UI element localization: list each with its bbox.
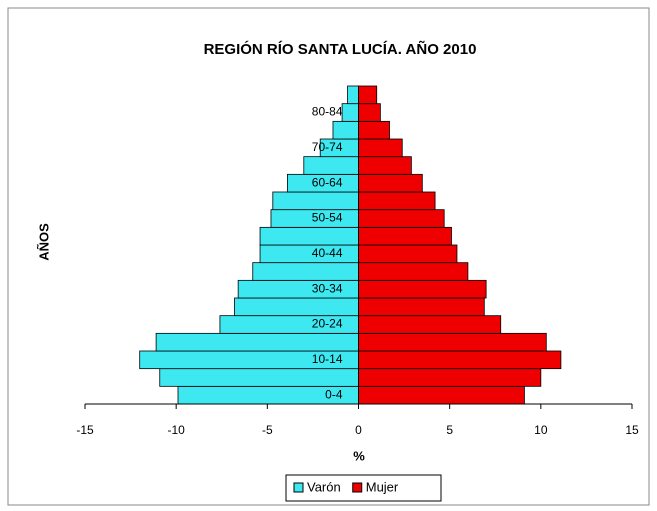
legend-box (285, 474, 442, 502)
bar (358, 297, 485, 317)
bar (358, 226, 452, 246)
y-tick-label: 10-14 (312, 352, 343, 366)
bar (347, 85, 359, 105)
chart-title: REGIÓN RÍO SANTA LUCÍA. AÑO 2010 (204, 40, 477, 58)
bar (159, 368, 359, 387)
bar (252, 262, 359, 281)
bar (358, 262, 469, 281)
x-tick-label: -10 (167, 423, 185, 437)
bar (358, 385, 525, 405)
bar (259, 226, 359, 246)
bar (259, 244, 359, 264)
y-tick-label: 20-24 (312, 317, 343, 331)
bar (332, 120, 359, 140)
x-tick-label: 10 (534, 423, 548, 437)
bar (234, 297, 359, 317)
x-tick-label: 0 (355, 423, 362, 437)
bar (358, 156, 412, 175)
bar (358, 368, 542, 387)
y-tick-label: 70-74 (312, 140, 343, 154)
y-tick-label: 50-54 (312, 211, 343, 225)
bar (358, 191, 436, 211)
bar (272, 191, 359, 211)
bar (358, 332, 547, 352)
x-tick-label: -15 (76, 423, 94, 437)
bar (341, 103, 359, 122)
x-tick-label: -5 (262, 423, 273, 437)
x-axis-label: % (353, 448, 365, 463)
legend-label: Varón (307, 479, 341, 494)
y-tick-label: 80-84 (312, 105, 343, 119)
bar (358, 138, 403, 158)
legend-swatch (352, 482, 363, 493)
y-tick-label: 0-4 (325, 387, 343, 401)
bar (358, 85, 378, 105)
y-axis-label: AÑOS (36, 223, 51, 261)
bar (358, 244, 458, 264)
y-tick-label: 30-34 (312, 281, 343, 295)
bar (358, 350, 562, 370)
bar (358, 279, 487, 299)
x-tick-label: 15 (625, 423, 639, 437)
bar (358, 120, 390, 140)
bar (358, 209, 445, 228)
legend-swatch (293, 482, 304, 493)
y-tick-label: 60-64 (312, 175, 343, 189)
bar (303, 156, 359, 175)
bar (358, 315, 502, 334)
bar (358, 103, 381, 122)
y-tick-label: 40-44 (312, 246, 343, 260)
bar (358, 173, 423, 193)
legend-label: Mujer (366, 479, 399, 494)
x-tick-label: 5 (446, 423, 453, 437)
bar (155, 332, 359, 352)
